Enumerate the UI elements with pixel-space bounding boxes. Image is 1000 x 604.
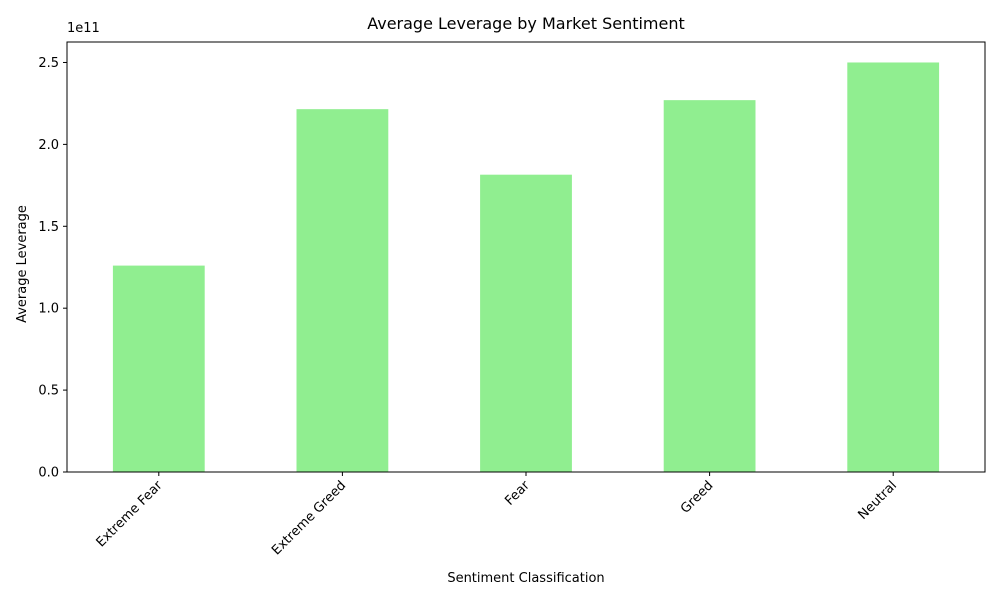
bars-layer: [112, 62, 940, 473]
bar-neutral: [847, 62, 940, 472]
y-tick-label: 1.0: [38, 302, 59, 317]
x-tick-label: Fear: [502, 478, 533, 509]
x-tick-label: Greed: [678, 478, 716, 516]
bar-greed: [663, 100, 756, 473]
y-axis-offset-label: 1e11: [67, 21, 100, 36]
y-tick-label: 0.0: [38, 466, 59, 481]
y-tick-label: 2.0: [38, 138, 59, 153]
x-axis-title: Sentiment Classification: [447, 571, 604, 586]
y-tick-label: 2.5: [38, 56, 59, 71]
x-tick-label: Extreme Fear: [94, 478, 167, 551]
x-tick-label: Extreme Greed: [269, 478, 349, 558]
chart-title: Average Leverage by Market Sentiment: [367, 14, 685, 33]
bar-extreme-fear: [112, 265, 205, 472]
y-tick-label: 1.5: [38, 220, 59, 235]
bar-extreme-greed: [296, 109, 389, 473]
y-tick-label: 0.5: [38, 384, 59, 399]
bar-fear: [480, 174, 572, 472]
x-tick-label: Neutral: [855, 478, 900, 523]
y-axis-title: Average Leverage: [15, 205, 30, 323]
